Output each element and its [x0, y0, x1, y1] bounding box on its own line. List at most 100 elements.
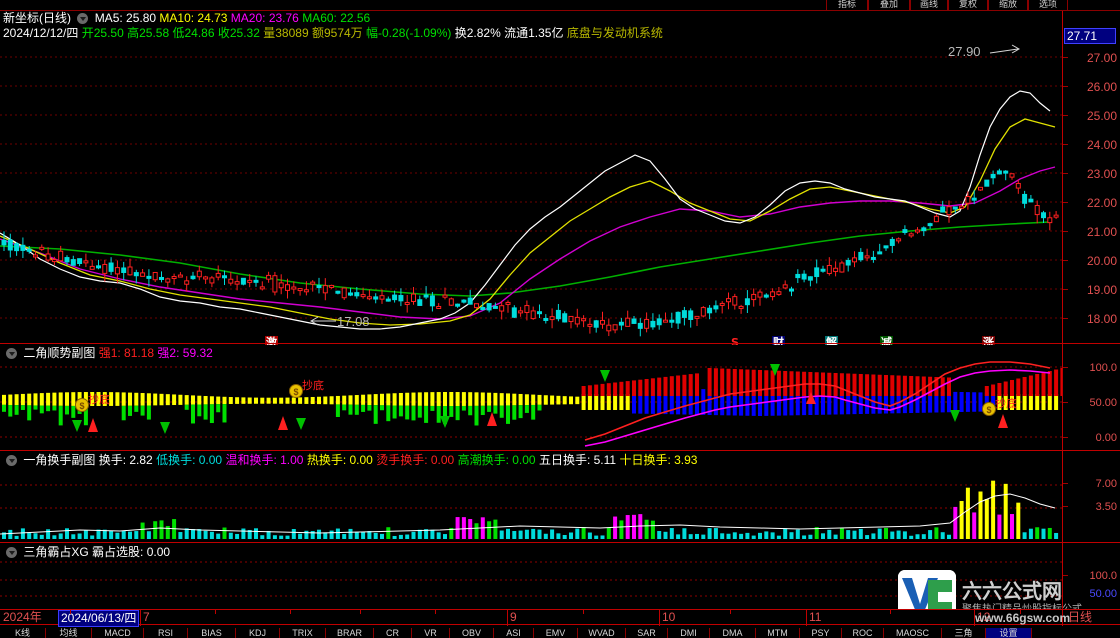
- toolbar-cell[interactable]: BRAR: [326, 628, 374, 638]
- main-price-panel[interactable]: 新坐标(日线) MA5: 25.80 MA10: 24.73 MA20: 23.…: [0, 11, 1120, 350]
- turnover-panel-title[interactable]: 一角换手副图: [23, 453, 96, 467]
- chevron-down-circle-icon[interactable]: [6, 455, 17, 466]
- toolbar-cell[interactable]: RSI: [144, 628, 188, 638]
- price-axis-label: 25.00: [1086, 109, 1117, 123]
- xg-axis-label: 50.00: [1089, 588, 1117, 600]
- toolbar-cell[interactable]: 三角: [942, 628, 986, 638]
- menu-cell[interactable]: 叠加: [868, 0, 910, 10]
- toolbar-cell[interactable]: WVAD: [578, 628, 626, 638]
- chevron-down-circle-icon[interactable]: [6, 547, 17, 558]
- price-axis-label: 26.00: [1086, 80, 1117, 94]
- panel-divider: [0, 542, 1120, 543]
- date-axis-year: 2024年: [3, 610, 42, 624]
- trend-chart-svg: [0, 361, 1062, 447]
- toolbar-cell[interactable]: SAR: [626, 628, 668, 638]
- price-axis[interactable]: 27.71 27.00 26.00 25.00 24.00 23.00 22.0…: [1062, 11, 1120, 350]
- high-price-annotation-label: 27.90: [948, 44, 981, 59]
- menu-cell[interactable]: 选项: [1028, 0, 1068, 10]
- buy-signal-marker: 抄底: [88, 394, 110, 406]
- trend-sub-panel[interactable]: 二角顺势副图 强1: 81.18 强2: 59.32: [0, 345, 1120, 450]
- quote-float-shares: 流通1.35亿: [504, 26, 564, 40]
- quote-change: 幅-0.28(-1.09%): [366, 26, 452, 40]
- trend-plot-area[interactable]: 抄底 $ 抄底 $ 抄底 $: [0, 360, 1062, 448]
- indicator-toolbar[interactable]: K线 均线 MACD RSI BIAS KDJ TRIX BRAR CR VR …: [0, 628, 1120, 638]
- trend-legend-strong2: 强2: 59.32: [157, 346, 213, 360]
- xg-chart-svg: [0, 561, 1062, 597]
- toolbar-cell[interactable]: VR: [412, 628, 450, 638]
- menu-cell[interactable]: 复权: [948, 0, 988, 10]
- toolbar-cell[interactable]: MTM: [756, 628, 800, 638]
- toolbar-cell[interactable]: CR: [374, 628, 412, 638]
- price-axis-label: 24.00: [1086, 138, 1117, 152]
- top-menu-bar[interactable]: 指标 叠加 画线 复权 缩放 选项: [0, 0, 1120, 11]
- toolbar-cell[interactable]: DMI: [668, 628, 710, 638]
- toolbar-cell[interactable]: BIAS: [188, 628, 236, 638]
- turnover-plot-area[interactable]: [0, 468, 1062, 540]
- current-price-badge: 27.71: [1064, 28, 1116, 44]
- xg-panel-title[interactable]: 三角霸占XG: [23, 545, 89, 559]
- turnover-axis: 7.00 3.50: [1062, 452, 1120, 542]
- chevron-down-circle-icon[interactable]: [6, 348, 17, 359]
- toolbar-cell[interactable]: PSY: [800, 628, 842, 638]
- main-panel-header: 新坐标(日线) MA5: 25.80 MA10: 24.73 MA20: 23.…: [0, 11, 370, 26]
- crosshair-vertical: [1062, 11, 1063, 609]
- date-axis-month: 9: [510, 610, 517, 624]
- turnover-legend-5d: 五日换手: 5.11: [538, 453, 617, 467]
- low-annotation: [309, 316, 336, 326]
- toolbar-cell[interactable]: DMA: [710, 628, 756, 638]
- chevron-down-circle-icon[interactable]: [77, 13, 89, 24]
- site-logo: [898, 570, 956, 616]
- trend-axis-label: 50.00: [1089, 397, 1117, 409]
- price-axis-label: 21.00: [1086, 225, 1117, 239]
- xg-legend-select: 霸占选股: 0.00: [92, 545, 171, 559]
- money-bag-icon: $: [982, 402, 996, 416]
- trend-panel-title[interactable]: 二角顺势副图: [23, 346, 96, 360]
- toolbar-cell[interactable]: OBV: [450, 628, 494, 638]
- panel-title[interactable]: 新坐标(日线): [3, 11, 71, 25]
- toolbar-cell[interactable]: 设置: [986, 628, 1032, 638]
- money-bag-icon: $: [289, 384, 303, 398]
- quote-amount: 额9574万: [311, 26, 363, 40]
- xg-axis-label: 100.0: [1089, 570, 1117, 582]
- menu-cell[interactable]: 指标: [826, 0, 868, 10]
- menu-cell[interactable]: 缩放: [988, 0, 1028, 10]
- date-axis-month: 7: [143, 610, 150, 624]
- toolbar-cell[interactable]: EMV: [534, 628, 578, 638]
- turnover-legend-mild: 温和换手: 1.00: [225, 453, 304, 467]
- price-axis-label: 20.00: [1086, 254, 1117, 268]
- buy-signal-marker: 抄底: [302, 380, 324, 392]
- toolbar-cell[interactable]: K线: [0, 628, 46, 638]
- turnover-legend-hot: 热换手: 0.00: [306, 453, 373, 467]
- toolbar-cell[interactable]: MACD: [92, 628, 144, 638]
- period-label[interactable]: 日线: [1068, 610, 1093, 624]
- toolbar-cell[interactable]: ROC: [842, 628, 884, 638]
- date-axis[interactable]: 2024年 2024/06/13/四 7 9 10 11 12 日线: [0, 609, 1120, 627]
- toolbar-cell[interactable]: KDJ: [236, 628, 280, 638]
- quote-high: 高25.58: [127, 26, 170, 40]
- price-axis-label: 19.00: [1086, 283, 1117, 297]
- xg-plot-area[interactable]: [0, 560, 1062, 600]
- quote-open: 开25.50: [81, 26, 124, 40]
- buy-signal-marker: 抄底: [995, 398, 1017, 410]
- turnover-legend-scalding: 烫手换手: 0.00: [376, 453, 455, 467]
- selected-date-badge: 2024/06/13/四: [58, 610, 140, 627]
- toolbar-cell[interactable]: 均线: [46, 628, 92, 638]
- logo-brand: 六六公式网: [962, 581, 1062, 603]
- toolbar-cell[interactable]: MAOSC: [884, 628, 942, 638]
- site-url-watermark: www.66gsw.com: [975, 611, 1071, 625]
- toolbar-cell[interactable]: TRIX: [280, 628, 326, 638]
- panel-divider: [0, 343, 1120, 344]
- quote-low: 低24.86: [172, 26, 215, 40]
- trend-axis: 100.0 50.00 0.00: [1062, 345, 1120, 450]
- price-plot-area[interactable]: 27.90 17.08: [0, 31, 1062, 347]
- quote-volume: 量38089: [263, 26, 309, 40]
- date-axis-month: 12: [977, 610, 991, 624]
- ma5-legend: MA5: 25.80: [94, 11, 157, 25]
- menu-cell[interactable]: 画线: [910, 0, 948, 10]
- turnover-sub-panel[interactable]: 一角换手副图 换手: 2.82 低换手: 0.00 温和换手: 1.00 热换手…: [0, 452, 1120, 542]
- trend-axis-label: 100.0: [1089, 362, 1117, 374]
- ma20-legend: MA20: 23.76: [230, 11, 299, 25]
- toolbar-cell[interactable]: ASI: [494, 628, 534, 638]
- ma60-legend: MA60: 22.56: [302, 11, 371, 25]
- signal-mark-s: S: [730, 336, 740, 349]
